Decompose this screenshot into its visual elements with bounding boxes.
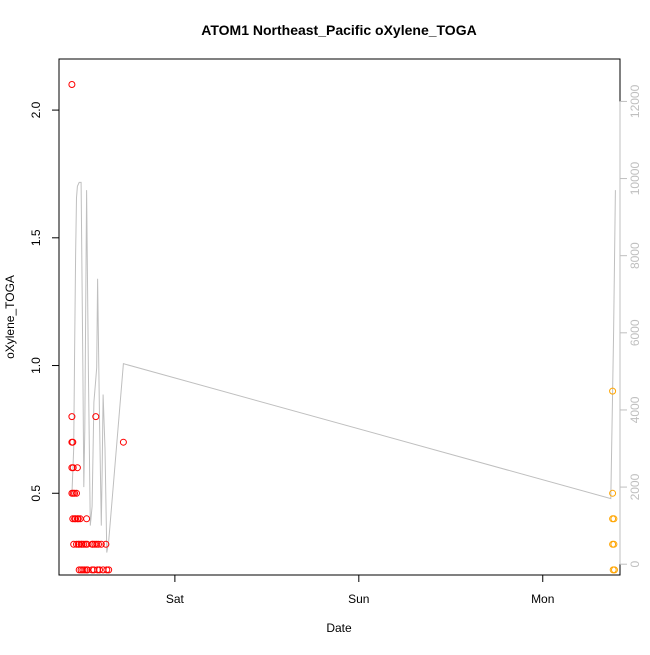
y-tick-label: 0.5: [29, 485, 43, 502]
data-point: [609, 387, 617, 395]
y2-tick-label: 6000: [628, 319, 642, 346]
data-point: [80, 540, 88, 548]
data-point: [71, 489, 79, 497]
data-point: [74, 515, 82, 523]
y2-tick-label: 4000: [628, 396, 642, 423]
data-point: [69, 464, 77, 472]
y-axis-label: oXylene_TOGA: [3, 275, 17, 359]
y2-tick-label: 12000: [628, 84, 642, 118]
data-point: [96, 566, 103, 574]
x-axis-label: Date: [326, 621, 352, 635]
data-point: [79, 566, 87, 574]
data-point: [103, 566, 111, 574]
secondary-series-line: [71, 181, 616, 553]
data-point: [68, 413, 76, 421]
y2-tick-label: 8000: [628, 242, 642, 269]
y-tick-label: 1.5: [29, 229, 43, 246]
y2-tick-label: 0: [628, 561, 642, 568]
data-point: [95, 540, 102, 548]
x-axis: Sat Sun Mon: [166, 574, 554, 606]
data-point: [119, 438, 127, 446]
x-tick-label: Sun: [348, 592, 369, 606]
plot-frame: [58, 58, 621, 576]
x-tick-label: Mon: [531, 592, 554, 606]
y-tick-label: 1.0: [29, 357, 43, 374]
data-point: [83, 515, 91, 523]
data-point: [102, 540, 110, 548]
data-point: [73, 489, 80, 497]
data-point: [105, 566, 113, 574]
y-axis-right: 0 2000 4000 6000 8000 10000 12000: [619, 84, 642, 568]
chart-title: ATOM1 Northeast_Pacific oXylene_TOGA: [201, 22, 476, 38]
x-tick-label: Sat: [166, 592, 185, 606]
data-point: [92, 413, 100, 421]
scatter-points-layer: [68, 81, 618, 574]
y2-tick-label: 2000: [628, 473, 642, 500]
data-point: [610, 540, 618, 548]
y2-tick-label: 10000: [628, 162, 642, 196]
y-axis-left: 0.5 1.0 1.5 2.0: [29, 101, 60, 502]
data-point: [68, 81, 76, 88]
data-point: [97, 540, 105, 548]
data-point: [73, 464, 81, 472]
data-point: [610, 515, 618, 523]
data-point: [611, 566, 618, 574]
y-tick-label: 2.0: [29, 101, 43, 118]
data-point: [609, 489, 617, 497]
data-point: [69, 438, 77, 446]
secondary-line-layer: [71, 181, 616, 553]
